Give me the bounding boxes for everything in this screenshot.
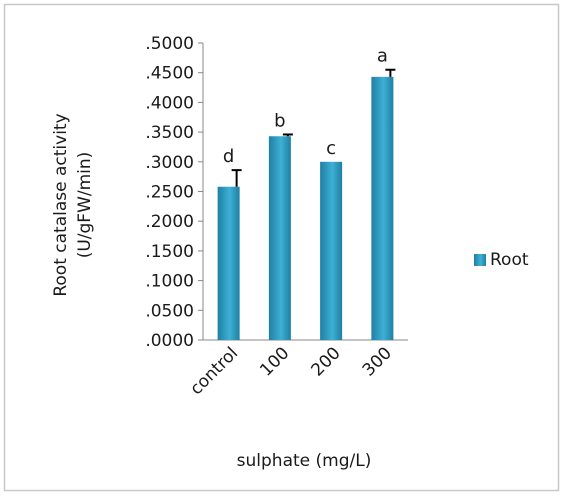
y-tick-label: .1500 bbox=[145, 242, 194, 262]
y-axis-label-line2: (U/gFW/min) bbox=[75, 152, 95, 259]
y-tick-label: .0000 bbox=[145, 331, 194, 351]
y-axis-label-line1: Root catalase activity bbox=[51, 113, 71, 296]
y-tick-label: .1000 bbox=[145, 272, 194, 292]
significance-letter: c bbox=[326, 138, 336, 159]
legend: Root bbox=[474, 250, 529, 270]
y-tick-label: .4500 bbox=[145, 64, 194, 84]
bar-100 bbox=[268, 136, 291, 340]
significance-letter: b bbox=[274, 110, 285, 131]
y-tick-label: .3500 bbox=[145, 123, 194, 143]
bar-control bbox=[217, 186, 240, 340]
y-tick-label: .4000 bbox=[145, 93, 194, 113]
bar-300 bbox=[371, 76, 394, 340]
y-tick-label: .2500 bbox=[145, 183, 194, 203]
significance-letter: a bbox=[377, 46, 388, 67]
y-tick-labels: .0000 .0500 .1000 .1500 .2000 .2500 .3000 .3500… bbox=[145, 34, 194, 351]
y-tick-label: .0500 bbox=[145, 301, 194, 321]
y-tick-label: .3000 bbox=[145, 153, 194, 173]
y-axis-label: Root catalase activity (U/gFW/min) bbox=[51, 113, 95, 296]
legend-swatch bbox=[474, 254, 486, 266]
bar-200 bbox=[320, 161, 343, 340]
y-tick-label: .2000 bbox=[145, 212, 194, 232]
legend-label: Root bbox=[490, 250, 529, 270]
significance-letter: d bbox=[223, 146, 234, 167]
bars bbox=[217, 68, 396, 340]
x-axis-label: sulphate (mg/L) bbox=[237, 451, 372, 471]
y-tick-label: .5000 bbox=[145, 34, 194, 54]
